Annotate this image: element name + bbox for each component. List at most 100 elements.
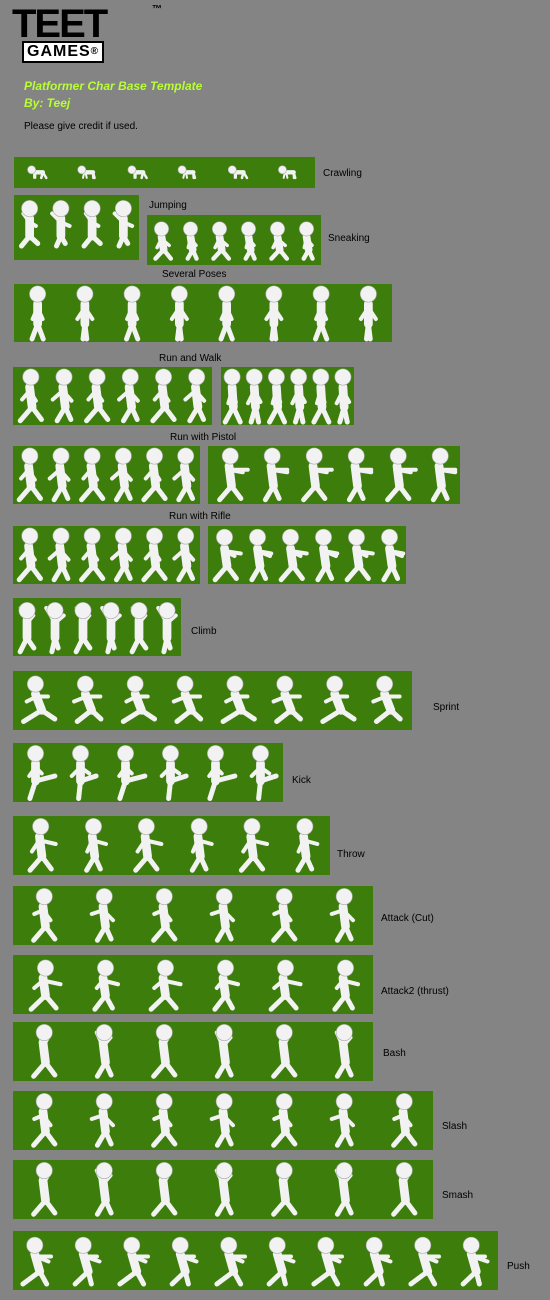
figure-limb [41,978,63,987]
figure-limb [82,1254,102,1264]
figure-limb [283,993,299,1011]
figure-limb [103,1129,114,1147]
figure-limb [319,404,332,425]
figure-limb [27,778,38,801]
sprite-frame [271,888,298,943]
figure-limb [136,635,149,651]
figure-limb [120,707,144,724]
figure-head [157,959,174,977]
figure-limb [288,549,303,558]
figure-limb [318,388,327,404]
figure-head [212,221,227,237]
figure-limb [271,305,284,321]
logo-trademark: ™ [152,4,162,15]
sprite-frames [27,745,279,801]
figure-limb [283,1129,298,1147]
figure-limb [221,908,235,923]
figure-limb [120,467,133,482]
figure-limb [60,388,74,403]
sprite-frame [381,528,406,583]
figure-head [395,1093,413,1110]
figure-limb [82,305,95,321]
sprite-frames [19,200,135,249]
label-run-with-rifle: Run with Rifle [169,511,231,522]
sprite-frame [391,1162,418,1217]
figure-head [95,1093,113,1110]
sprite-frame [346,447,374,503]
figure-limb [212,563,230,583]
sprite-frame [278,165,297,180]
figure-limb [161,1113,173,1128]
figure-limb [238,707,257,722]
figure-limb [271,924,288,943]
figure-head [335,1093,353,1110]
figure-limb [75,305,87,321]
sprite-frames [17,368,207,424]
sprite-frame [151,1093,178,1148]
figure-limb [220,707,244,724]
figure-limb [470,1254,490,1264]
figure-limb [130,305,140,321]
figure-limb [117,778,128,801]
label-smash: Smash [442,1190,474,1201]
figure-limb [256,778,263,801]
figure-head [21,527,39,545]
sprite-frame [329,1093,355,1148]
sprite-frame [16,447,43,503]
sprite-frame [77,165,96,180]
sprite-frame [299,221,315,261]
sprite-frame [72,675,104,724]
sprite-frame [249,528,274,583]
figure-head [381,528,398,546]
figure-limb [31,1129,48,1148]
figure-limb [281,978,303,987]
sprite-frame [31,1162,58,1217]
figure-head [85,818,102,835]
figure-head [270,221,285,237]
figure-limb [207,778,218,801]
sprite-frame [27,818,58,873]
figure-limb [341,1113,355,1128]
figure-limb [385,483,402,503]
sprite-frame [363,1236,393,1287]
sprite-frame [264,285,284,342]
figure-limb [88,467,100,482]
figure-head [241,221,256,237]
sprite-frame [141,527,168,583]
sprite-frame [94,1024,114,1079]
figure-limb [388,707,403,722]
figure-limb [34,1254,51,1264]
figure-limb [182,547,196,562]
figure-head [76,285,94,303]
figure-limb [401,1113,413,1128]
figure-limb [229,483,244,501]
figure-limb [53,613,66,625]
sprite-frame [150,368,177,424]
figure-limb [373,707,394,724]
figure-limb [43,1198,58,1216]
sprite-frames [222,368,352,425]
strip-throw [13,816,330,875]
sprite-frames [31,1093,418,1148]
strip-slash [13,1091,433,1150]
figure-limb [371,694,388,704]
figure-limb [223,1198,234,1216]
sprite-frames [20,1236,490,1287]
figure-head [29,285,47,303]
figure-limb [397,483,412,501]
figure-limb [141,563,159,583]
sprite-frame [430,447,458,503]
sprite-frame [329,888,355,943]
label-sprint: Sprint [433,702,460,713]
figure-limb [277,247,290,261]
sprite-frame [141,447,168,503]
figure-head [299,221,314,237]
figure-head [177,527,195,545]
figure-limb [103,1060,114,1078]
figure-head [216,528,233,546]
figure-limb [354,549,369,558]
sprite-frame [290,368,308,425]
figure-head [35,1024,53,1041]
figure-limb [26,467,37,482]
figure-head [296,818,314,835]
